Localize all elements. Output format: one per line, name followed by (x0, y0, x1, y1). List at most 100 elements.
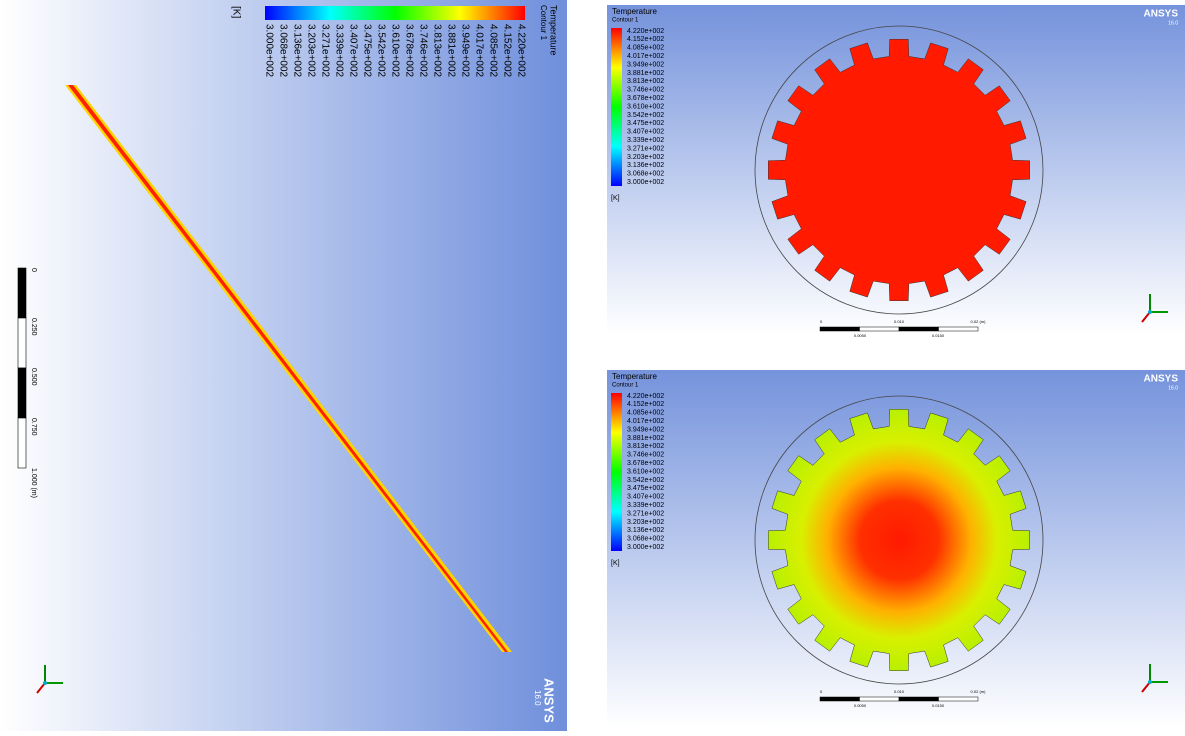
legend-label: 3.475e+002 (627, 120, 664, 127)
legend-label: 4.017e+002 (473, 24, 484, 78)
legend-label: 3.136e+002 (291, 24, 302, 78)
scale-label: 1.000 (m) (30, 468, 37, 498)
version: 16.0 (1168, 20, 1178, 26)
legend-label: 4.152e+002 (627, 36, 664, 43)
legend-label: 3.000e+002 (627, 179, 664, 186)
axis-triad (43, 681, 47, 685)
legend-label: 3.203e+002 (627, 519, 664, 526)
brand: ANSYS (1144, 9, 1179, 20)
scale-bar (819, 326, 860, 332)
legend-label: 3.136e+002 (627, 527, 664, 534)
scale-bar (17, 317, 27, 369)
scale-bar (938, 326, 979, 332)
legend-label: 3.475e+002 (361, 24, 372, 78)
legend-label: 3.271e+002 (627, 145, 664, 152)
axis-triad (1148, 310, 1152, 314)
legend-label: 3.407e+002 (627, 129, 664, 136)
scale-label: 0 (820, 319, 823, 324)
legend-label: 3.881e+002 (445, 24, 456, 78)
legend-label: 3.203e+002 (305, 24, 316, 78)
legend-label: 3.542e+002 (375, 24, 386, 78)
legend-label: 3.881e+002 (627, 435, 664, 442)
legend-label: 4.220e+002 (627, 393, 664, 400)
scale-label: 0.010 (894, 689, 905, 694)
scale-label: 0.250 (30, 318, 37, 336)
legend-label: 4.017e+002 (627, 53, 664, 60)
legend-title: Temperature (612, 7, 657, 16)
scale-label: 0.0150 (932, 333, 945, 338)
legend-label: 3.339e+002 (627, 502, 664, 509)
legend-label: 3.542e+002 (627, 112, 664, 119)
scale-bar (938, 696, 979, 702)
colorbar (611, 28, 622, 186)
scale-bar (898, 696, 939, 702)
legend-label: 3.271e+002 (627, 510, 664, 517)
legend-label: 3.746e+002 (627, 87, 664, 94)
legend-label: 3.271e+002 (319, 24, 330, 78)
scale-label: 0 (820, 689, 823, 694)
legend-label: 3.610e+002 (627, 103, 664, 110)
scale-bar (17, 267, 27, 319)
legend-unit: [K] (230, 6, 241, 18)
legend-label: 3.949e+002 (459, 24, 470, 78)
legend-label: 3.746e+002 (417, 24, 428, 78)
scale-bar (859, 696, 900, 702)
brand: ANSYS (542, 678, 557, 723)
legend-label: 3.136e+002 (627, 162, 664, 169)
legend-label: 3.068e+002 (627, 171, 664, 178)
brand: ANSYS (1144, 374, 1179, 385)
legend-label: 3.542e+002 (627, 477, 664, 484)
axis-triad (1148, 680, 1152, 684)
legend-label: 3.746e+002 (627, 452, 664, 459)
gear-contour (768, 39, 1030, 301)
legend-label: 3.678e+002 (403, 24, 414, 78)
colorbar (611, 393, 622, 551)
scale-label: 0.0150 (932, 703, 945, 708)
legend-label: 4.152e+002 (627, 401, 664, 408)
version: 16.0 (533, 690, 542, 706)
legend-label: 3.949e+002 (627, 61, 664, 68)
legend-label: 3.407e+002 (347, 24, 358, 78)
legend-label: 3.949e+002 (627, 426, 664, 433)
legend-label: 3.475e+002 (627, 485, 664, 492)
legend-label: 4.152e+002 (501, 24, 512, 78)
scale-bar (819, 696, 860, 702)
legend-label: 4.220e+002 (627, 28, 664, 35)
legend-label: 3.339e+002 (333, 24, 344, 78)
legend-subtitle: Contour 1 (539, 5, 548, 41)
legend-title: Temperature (549, 5, 559, 56)
scale-label: 0.500 (30, 368, 37, 386)
legend-label: 3.678e+002 (627, 460, 664, 467)
legend-unit: [K] (611, 560, 620, 567)
legend-label: 3.610e+002 (389, 24, 400, 78)
scale-label: 0.0050 (854, 333, 867, 338)
legend-label: 3.068e+002 (627, 536, 664, 543)
legend-label: 3.678e+002 (627, 95, 664, 102)
version: 16.0 (1168, 385, 1178, 391)
legend-label: 3.000e+002 (263, 24, 274, 78)
legend-label: 3.813e+002 (431, 24, 442, 78)
scale-bar (17, 367, 27, 419)
axis-triad (36, 682, 46, 694)
legend-title: Temperature (612, 372, 657, 381)
pipe-core (68, 85, 508, 652)
legend-label: 3.813e+002 (627, 443, 664, 450)
scale-label: 0.02 (m) (971, 689, 987, 694)
legend-label: 3.203e+002 (627, 154, 664, 161)
legend-label: 4.220e+002 (515, 24, 526, 78)
legend-label: 3.881e+002 (627, 70, 664, 77)
legend-label: 3.339e+002 (627, 137, 664, 144)
legend-label: 4.085e+002 (627, 45, 664, 52)
scale-label: 0 (30, 268, 37, 272)
legend-label: 3.813e+002 (627, 78, 664, 85)
casing (754, 395, 1044, 685)
scale-label: 0.010 (894, 319, 905, 324)
scale-bar (17, 417, 27, 469)
scale-label: 0.750 (30, 418, 37, 436)
colorbar (265, 6, 525, 20)
casing (754, 25, 1044, 315)
axis-triad (1141, 681, 1151, 693)
legend-label: 4.085e+002 (487, 24, 498, 78)
legend-unit: [K] (611, 195, 620, 202)
axis-triad (1141, 311, 1151, 323)
